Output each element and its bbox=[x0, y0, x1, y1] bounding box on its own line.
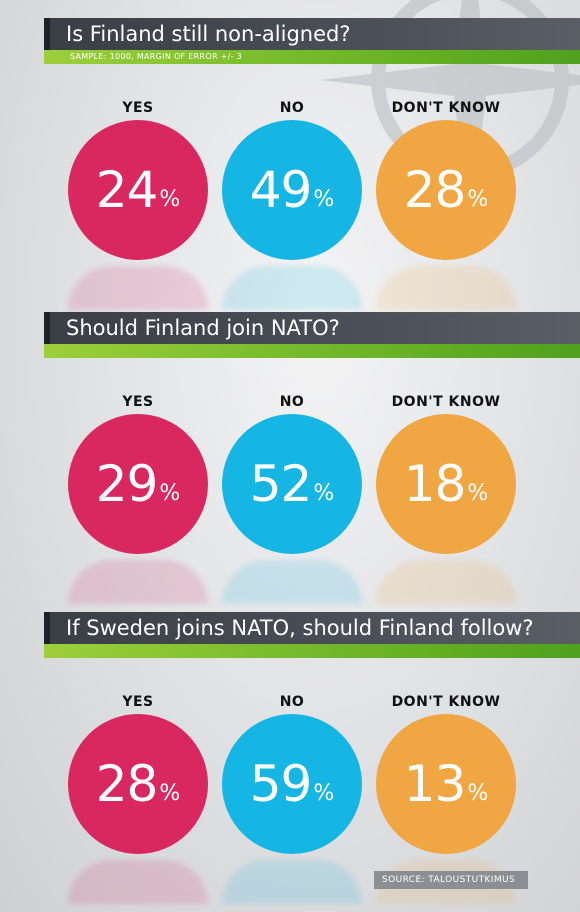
answer-label-no: NO bbox=[279, 394, 305, 410]
circle-reflection bbox=[376, 266, 516, 310]
answer-label-yes: YES bbox=[122, 394, 154, 410]
question-subtitle bbox=[44, 344, 580, 358]
percentage-value: 49 bbox=[249, 161, 313, 219]
percent-sign: % bbox=[313, 480, 335, 506]
percentage-value: 29 bbox=[95, 455, 159, 513]
result-circle-dont-know: 13% bbox=[376, 714, 516, 854]
percentage-value: 28 bbox=[95, 755, 159, 813]
question-subtitle bbox=[44, 644, 580, 658]
result-circle-dont-know: 28% bbox=[376, 120, 516, 260]
percent-sign: % bbox=[467, 480, 489, 506]
answer-label-no: NO bbox=[279, 694, 305, 710]
percent-sign: % bbox=[313, 780, 335, 806]
circle-reflection bbox=[68, 266, 208, 310]
percentage-value: 28 bbox=[403, 161, 467, 219]
answer-label-yes: YES bbox=[122, 100, 154, 116]
result-circle-dont-know: 18% bbox=[376, 414, 516, 554]
question-title: Is Finland still non-aligned? bbox=[44, 18, 580, 50]
answer-label-yes: YES bbox=[122, 694, 154, 710]
result-circle-yes: 28% bbox=[68, 714, 208, 854]
source-label: SOURCE: TALOUSTUTKIMUS bbox=[374, 871, 528, 889]
answer-label-dont-know: DON'T KNOW bbox=[391, 100, 501, 116]
question-title: Should Finland join NATO? bbox=[44, 312, 580, 344]
question-block-2: Should Finland join NATO? bbox=[44, 312, 580, 358]
percent-sign: % bbox=[467, 780, 489, 806]
result-circle-no: 52% bbox=[222, 414, 362, 554]
question-subtitle: SAMPLE: 1000, MARGIN OF ERROR +/- 3 bbox=[44, 50, 580, 64]
percent-sign: % bbox=[159, 780, 181, 806]
circle-reflection bbox=[68, 860, 208, 904]
percent-sign: % bbox=[467, 186, 489, 212]
circle-reflection bbox=[222, 266, 362, 310]
percent-sign: % bbox=[313, 186, 335, 212]
question-block-1: Is Finland still non-aligned? SAMPLE: 10… bbox=[44, 18, 580, 64]
answer-label-no: NO bbox=[279, 100, 305, 116]
result-circle-no: 49% bbox=[222, 120, 362, 260]
percentage-value: 13 bbox=[403, 755, 467, 813]
percentage-value: 52 bbox=[249, 455, 313, 513]
circle-reflection bbox=[222, 860, 362, 904]
percentage-value: 59 bbox=[249, 755, 313, 813]
percentage-value: 18 bbox=[403, 455, 467, 513]
result-circle-no: 59% bbox=[222, 714, 362, 854]
result-circle-yes: 24% bbox=[68, 120, 208, 260]
result-circle-yes: 29% bbox=[68, 414, 208, 554]
percentage-value: 24 bbox=[95, 161, 159, 219]
circle-reflection bbox=[376, 560, 516, 604]
circle-reflection bbox=[68, 560, 208, 604]
question-title: If Sweden joins NATO, should Finland fol… bbox=[44, 612, 580, 644]
percent-sign: % bbox=[159, 186, 181, 212]
circle-reflection bbox=[222, 560, 362, 604]
answer-label-dont-know: DON'T KNOW bbox=[391, 694, 501, 710]
answer-label-dont-know: DON'T KNOW bbox=[391, 394, 501, 410]
percent-sign: % bbox=[159, 480, 181, 506]
question-block-3: If Sweden joins NATO, should Finland fol… bbox=[44, 612, 580, 658]
